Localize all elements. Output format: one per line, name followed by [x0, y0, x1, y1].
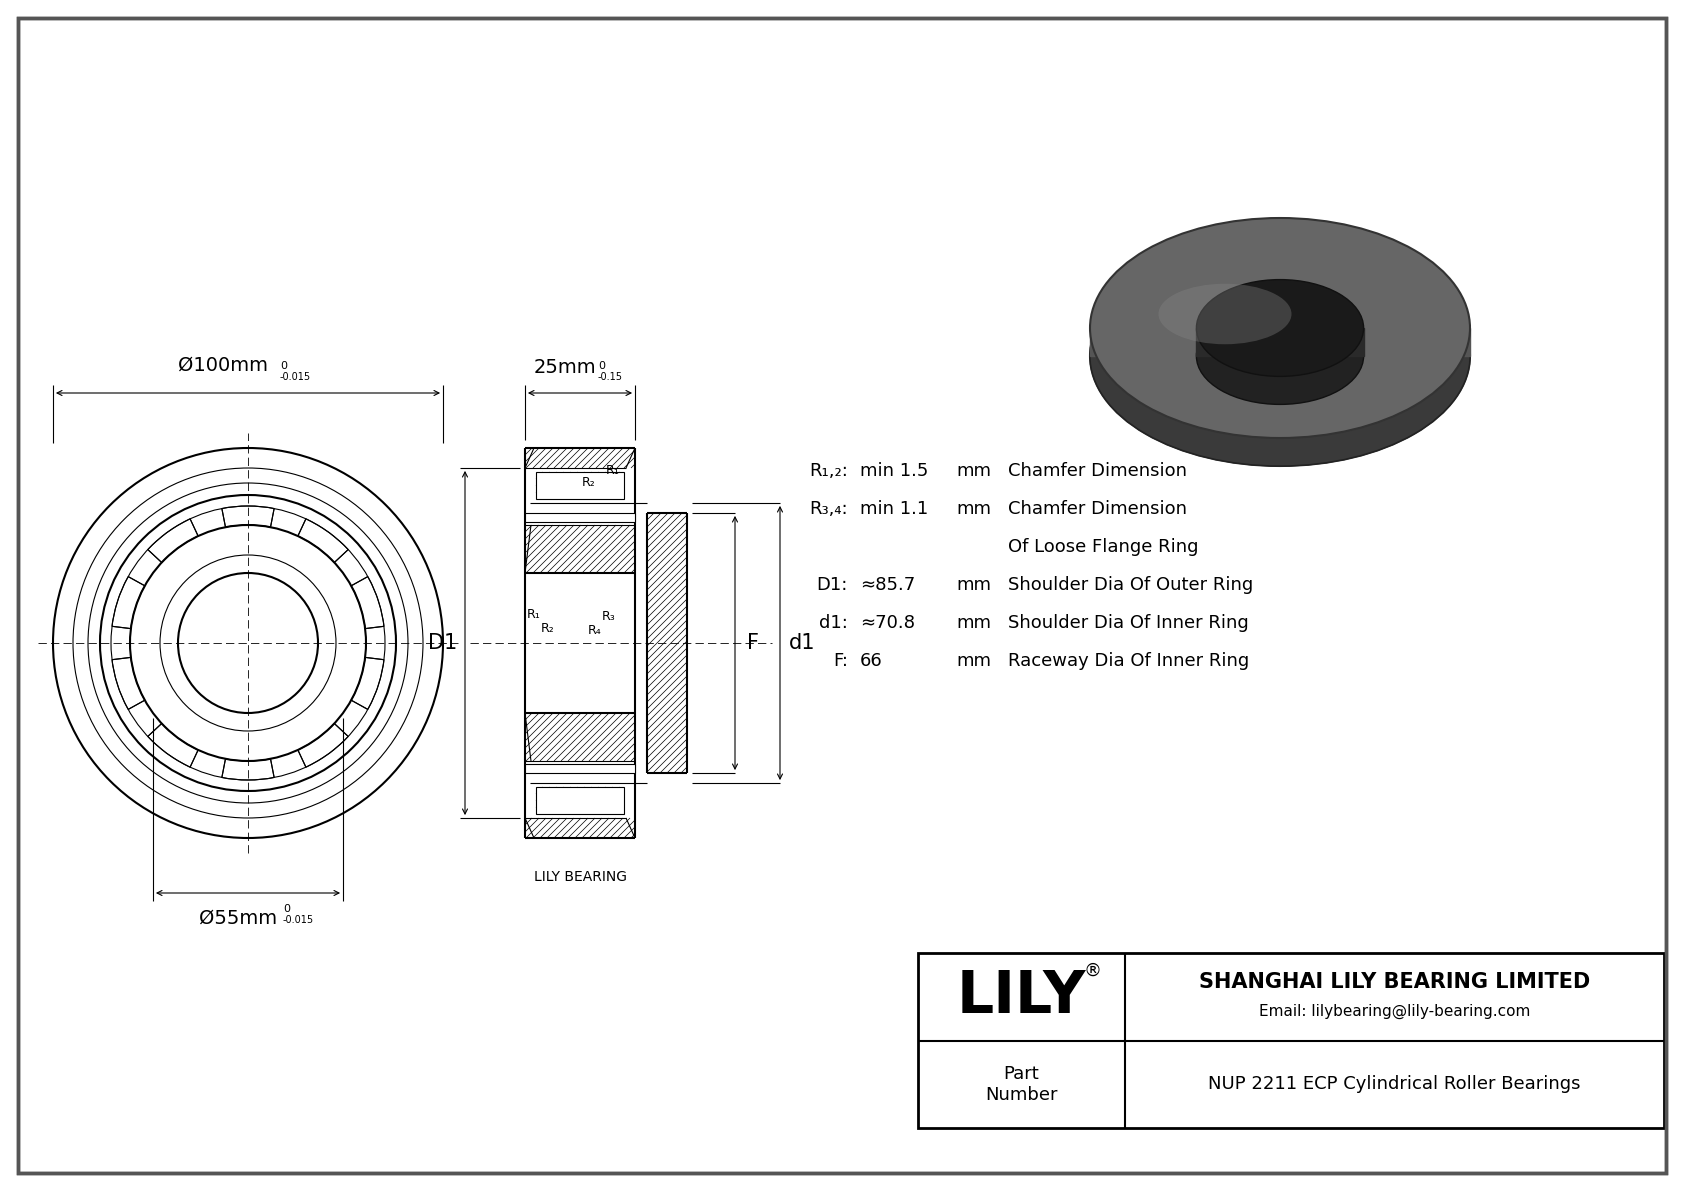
Text: -0.15: -0.15 — [598, 372, 623, 382]
Text: 25mm: 25mm — [534, 358, 596, 378]
Text: Shoulder Dia Of Outer Ring: Shoulder Dia Of Outer Ring — [1009, 576, 1253, 594]
Text: d1:: d1: — [818, 615, 849, 632]
Text: ≈70.8: ≈70.8 — [861, 615, 914, 632]
Text: Raceway Dia Of Inner Ring: Raceway Dia Of Inner Ring — [1009, 651, 1250, 671]
Text: mm: mm — [957, 462, 990, 480]
Text: D1: D1 — [428, 632, 458, 653]
Text: Ø100mm: Ø100mm — [179, 356, 268, 375]
Text: F: F — [748, 632, 759, 653]
Text: 0: 0 — [598, 361, 605, 372]
Bar — [536, 787, 625, 813]
Text: R₃: R₃ — [601, 610, 616, 623]
Text: R₁: R₁ — [527, 607, 541, 621]
Text: R₁,₂:: R₁,₂: — [808, 462, 849, 480]
Text: -0.015: -0.015 — [280, 372, 312, 382]
Ellipse shape — [1196, 307, 1364, 405]
Text: Shoulder Dia Of Inner Ring: Shoulder Dia Of Inner Ring — [1009, 615, 1250, 632]
Text: mm: mm — [957, 576, 990, 594]
Ellipse shape — [1090, 247, 1470, 466]
Text: mm: mm — [957, 615, 990, 632]
Text: Of Loose Flange Ring: Of Loose Flange Ring — [1009, 538, 1199, 556]
Text: Chamfer Dimension: Chamfer Dimension — [1009, 462, 1187, 480]
Text: min 1.1: min 1.1 — [861, 500, 928, 518]
Bar — [525, 513, 635, 522]
Bar — [536, 472, 625, 499]
Text: ≈85.7: ≈85.7 — [861, 576, 914, 594]
Text: d1: d1 — [788, 632, 815, 653]
Text: Part
Number: Part Number — [985, 1065, 1058, 1104]
Text: R₃,₄:: R₃,₄: — [810, 500, 849, 518]
Text: R₁: R₁ — [606, 464, 620, 478]
Text: mm: mm — [957, 651, 990, 671]
Ellipse shape — [1159, 283, 1292, 344]
Bar — [918, 953, 1664, 1128]
Text: Email: lilybearing@lily-bearing.com: Email: lilybearing@lily-bearing.com — [1260, 1004, 1531, 1019]
Ellipse shape — [1196, 280, 1364, 376]
Text: mm: mm — [957, 500, 990, 518]
Text: R₂: R₂ — [541, 622, 554, 635]
Text: R₄: R₄ — [588, 624, 601, 637]
Text: D1:: D1: — [817, 576, 849, 594]
Text: Ø55mm: Ø55mm — [199, 909, 278, 928]
Text: ®: ® — [1083, 962, 1101, 980]
Text: 66: 66 — [861, 651, 882, 671]
Text: R₂: R₂ — [583, 476, 596, 490]
Bar — [525, 763, 635, 773]
Text: Chamfer Dimension: Chamfer Dimension — [1009, 500, 1187, 518]
Text: NUP 2211 ECP Cylindrical Roller Bearings: NUP 2211 ECP Cylindrical Roller Bearings — [1207, 1075, 1581, 1093]
Text: -0.015: -0.015 — [283, 915, 315, 925]
Polygon shape — [1090, 328, 1470, 356]
Text: min 1.5: min 1.5 — [861, 462, 928, 480]
Text: F:: F: — [834, 651, 849, 671]
Polygon shape — [1196, 328, 1364, 356]
Text: 0: 0 — [283, 904, 290, 913]
Text: 0: 0 — [280, 361, 286, 372]
Text: SHANGHAI LILY BEARING LIMITED: SHANGHAI LILY BEARING LIMITED — [1199, 972, 1590, 992]
Text: LILY BEARING: LILY BEARING — [534, 869, 626, 884]
Ellipse shape — [1090, 218, 1470, 438]
Ellipse shape — [1090, 247, 1470, 466]
Text: LILY: LILY — [957, 968, 1086, 1025]
